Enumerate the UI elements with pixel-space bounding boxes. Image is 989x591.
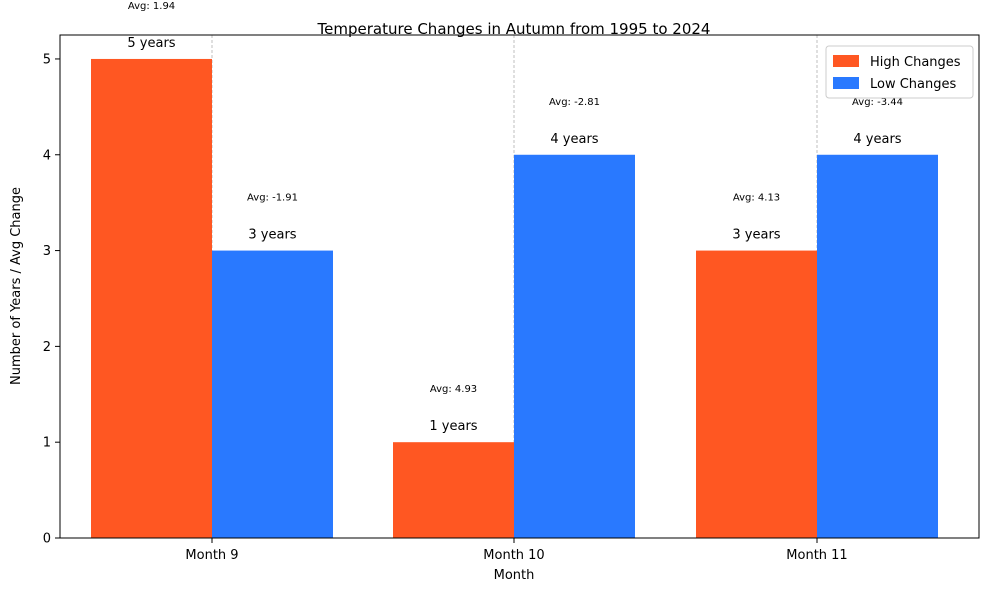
avg-label-low-changes-month-9: Avg: -1.91	[247, 193, 298, 204]
bar-label-high-changes-month-10: 1 years	[429, 419, 477, 434]
legend-label-low-changes: Low Changes	[870, 77, 957, 92]
bar-high-changes-month-9	[91, 58, 212, 538]
bar-label-low-changes-month-10: 4 years	[550, 132, 598, 147]
avg-label-low-changes-month-11: Avg: -3.44	[852, 97, 903, 108]
bar-high-changes-month-11	[696, 250, 817, 539]
axes-layer: 0 1 2 3 4 5 Month 9 Month 10 Month 11	[43, 52, 848, 563]
bar-label-low-changes-month-11: 4 years	[853, 132, 901, 147]
y-tick-label-5: 5	[43, 52, 51, 67]
y-tick-label-1: 1	[43, 436, 51, 451]
x-axis-label: Month	[494, 568, 535, 583]
bar-high-changes-month-10	[393, 442, 514, 538]
y-tick-label-2: 2	[43, 340, 51, 355]
x-tick-label-month-10: Month 10	[483, 548, 544, 563]
labels-layer: 5 years Avg: 1.94 1 years Avg: 4.93 3 years A…	[127, 1, 903, 434]
avg-label-low-changes-month-10: Avg: -2.81	[549, 97, 600, 108]
bar-label-high-changes-month-11: 3 years	[732, 228, 780, 243]
legend: High Changes Low Changes	[825, 45, 974, 99]
bar-low-changes-month-10	[514, 154, 635, 538]
chart-title: Temperature Changes in Autumn from 1995 …	[317, 20, 711, 38]
y-tick-label-0: 0	[43, 532, 51, 547]
legend-label-high-changes: High Changes	[870, 55, 961, 70]
bar-low-changes-month-11	[817, 154, 938, 538]
y-tick-label-3: 3	[43, 244, 51, 259]
avg-label-high-changes-month-10: Avg: 4.93	[430, 384, 477, 395]
bars-layer	[91, 58, 938, 539]
bar-label-low-changes-month-9: 3 years	[248, 228, 296, 243]
bar-label-high-changes-month-9: 5 years	[127, 36, 175, 51]
legend-swatch-high-changes	[833, 55, 859, 67]
plot-frame	[59, 34, 980, 539]
x-tick-label-month-9: Month 9	[185, 548, 238, 563]
avg-label-high-changes-month-9: Avg: 1.94	[128, 1, 175, 12]
x-tick-label-month-11: Month 11	[786, 548, 847, 563]
legend-swatch-low-changes	[833, 77, 859, 89]
avg-label-high-changes-month-11: Avg: 4.13	[733, 193, 780, 204]
y-axis-label: Number of Years / Avg Change	[9, 187, 24, 385]
y-tick-label-4: 4	[43, 148, 51, 163]
legend-box	[825, 45, 974, 99]
bar-low-changes-month-9	[212, 250, 333, 539]
